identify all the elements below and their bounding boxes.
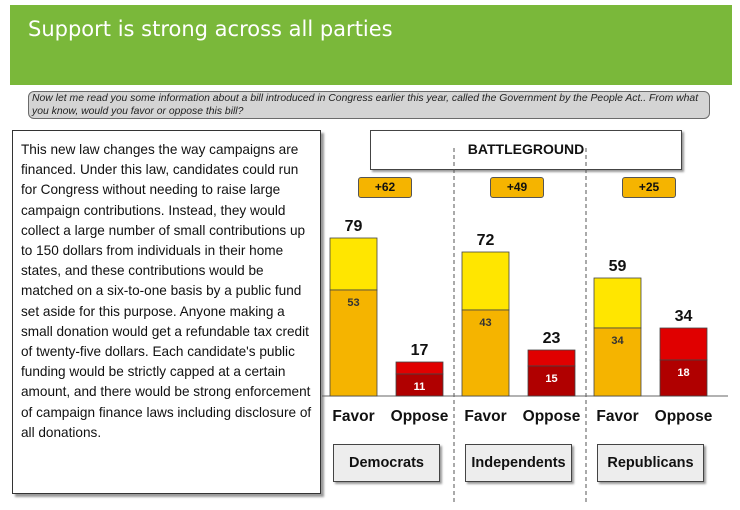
category-label-favor-2: Favor: [596, 408, 638, 425]
oppose-total-label-2: 34: [675, 308, 693, 325]
oppose-strong-label-1: 15: [545, 373, 557, 385]
oppose-bar-strong-2: [659, 359, 708, 397]
oppose-total-label-1: 23: [543, 330, 561, 347]
chart-title: BATTLEGROUND: [370, 130, 682, 170]
favor-total-label-2: 59: [609, 258, 627, 275]
oppose-strong-label-0: 11: [414, 381, 426, 393]
favor-bar-total-1: [461, 251, 510, 311]
category-label-oppose-0: Oppose: [391, 408, 449, 425]
oppose-strong-label-2: 18: [677, 367, 689, 379]
margin-badge-2: +25: [622, 177, 676, 198]
favor-bar-strong-2: [593, 327, 642, 397]
category-label-favor-0: Favor: [332, 408, 374, 425]
oppose-total-label-0: 17: [411, 342, 429, 359]
question-box: Now let me read you some information abo…: [28, 91, 710, 119]
party-label-1: Independents: [465, 444, 572, 482]
party-label-0: Democrats: [333, 444, 440, 482]
favor-total-label-1: 72: [477, 232, 495, 249]
favor-bar-strong-0: [329, 289, 378, 397]
page-title: Support is strong across all parties: [28, 17, 393, 41]
favor-total-label-0: 79: [345, 218, 363, 235]
oppose-bar-total-1: [527, 349, 576, 367]
margin-badge-0: +62: [358, 177, 412, 198]
oppose-bar-strong-0: [395, 373, 444, 397]
margin-badge-1: +49: [490, 177, 544, 198]
favor-bar-total-2: [593, 277, 642, 329]
description-box: This new law changes the way campaigns a…: [12, 130, 321, 494]
header-banner: Support is strong across all parties: [10, 5, 732, 85]
favor-strong-label-1: 43: [479, 317, 491, 329]
category-label-oppose-1: Oppose: [523, 408, 581, 425]
favor-strong-label-2: 34: [611, 335, 624, 347]
oppose-bar-total-2: [659, 327, 708, 361]
category-label-oppose-2: Oppose: [655, 408, 713, 425]
favor-strong-label-0: 53: [347, 297, 359, 309]
category-label-favor-1: Favor: [464, 408, 506, 425]
oppose-bar-strong-1: [527, 365, 576, 397]
favor-bar-strong-1: [461, 309, 510, 397]
oppose-bar-total-0: [395, 361, 444, 375]
party-label-2: Republicans: [597, 444, 704, 482]
favor-bar-total-0: [329, 237, 378, 291]
